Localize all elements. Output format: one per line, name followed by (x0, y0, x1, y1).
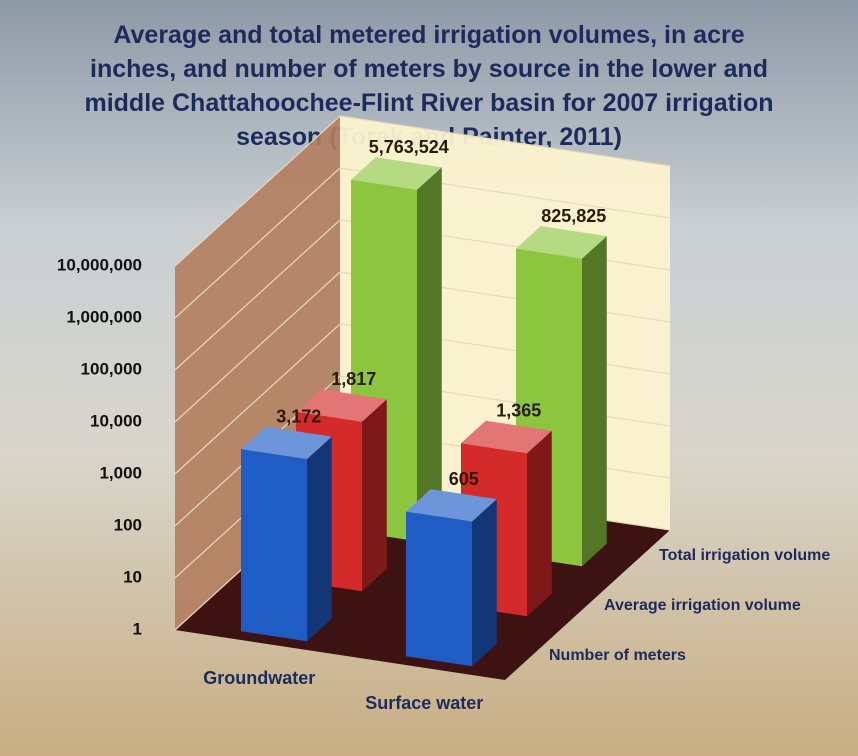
series-label: Total irrigation volume (659, 547, 830, 564)
value-label: 3,172 (276, 406, 321, 426)
value-label: 1,365 (496, 400, 541, 420)
bar-side (582, 236, 607, 567)
bar (241, 449, 307, 642)
bar (406, 511, 472, 667)
y-tick-label: 1 (133, 619, 142, 638)
value-label: 825,825 (541, 206, 606, 226)
grid-line (174, 167, 671, 319)
chart-title: Average and total metered irrigation vol… (84, 21, 774, 151)
y-tick-label: 10 (123, 567, 142, 586)
bar-side (307, 436, 332, 642)
bar-side (472, 499, 497, 667)
y-tick-label: 10,000 (90, 411, 142, 430)
x-tick-label: Groundwater (203, 668, 315, 688)
y-tick-label: 1,000 (99, 463, 142, 482)
y-tick-label: 100,000 (81, 359, 142, 378)
value-label: 605 (449, 469, 479, 489)
bar-top (516, 226, 607, 259)
bar-side (362, 399, 387, 592)
x-tick-label: Surface water (365, 693, 483, 713)
y-tick-label: 1,000,000 (66, 307, 142, 326)
bar-side (417, 167, 442, 542)
bar-side (527, 430, 552, 617)
y-tick-label: 100 (114, 515, 142, 534)
series-label: Average irrigation volume (604, 597, 801, 614)
bar-top (351, 157, 442, 190)
value-label: 5,763,524 (369, 137, 449, 157)
value-label: 1,817 (331, 369, 376, 389)
bar-top (296, 389, 387, 422)
series-label: Number of meters (549, 647, 686, 664)
bar-top (241, 426, 332, 460)
grid-line (174, 115, 671, 267)
bar-top (461, 420, 552, 454)
bar-top (406, 489, 497, 522)
y-tick-label: 10,000,000 (57, 255, 142, 274)
